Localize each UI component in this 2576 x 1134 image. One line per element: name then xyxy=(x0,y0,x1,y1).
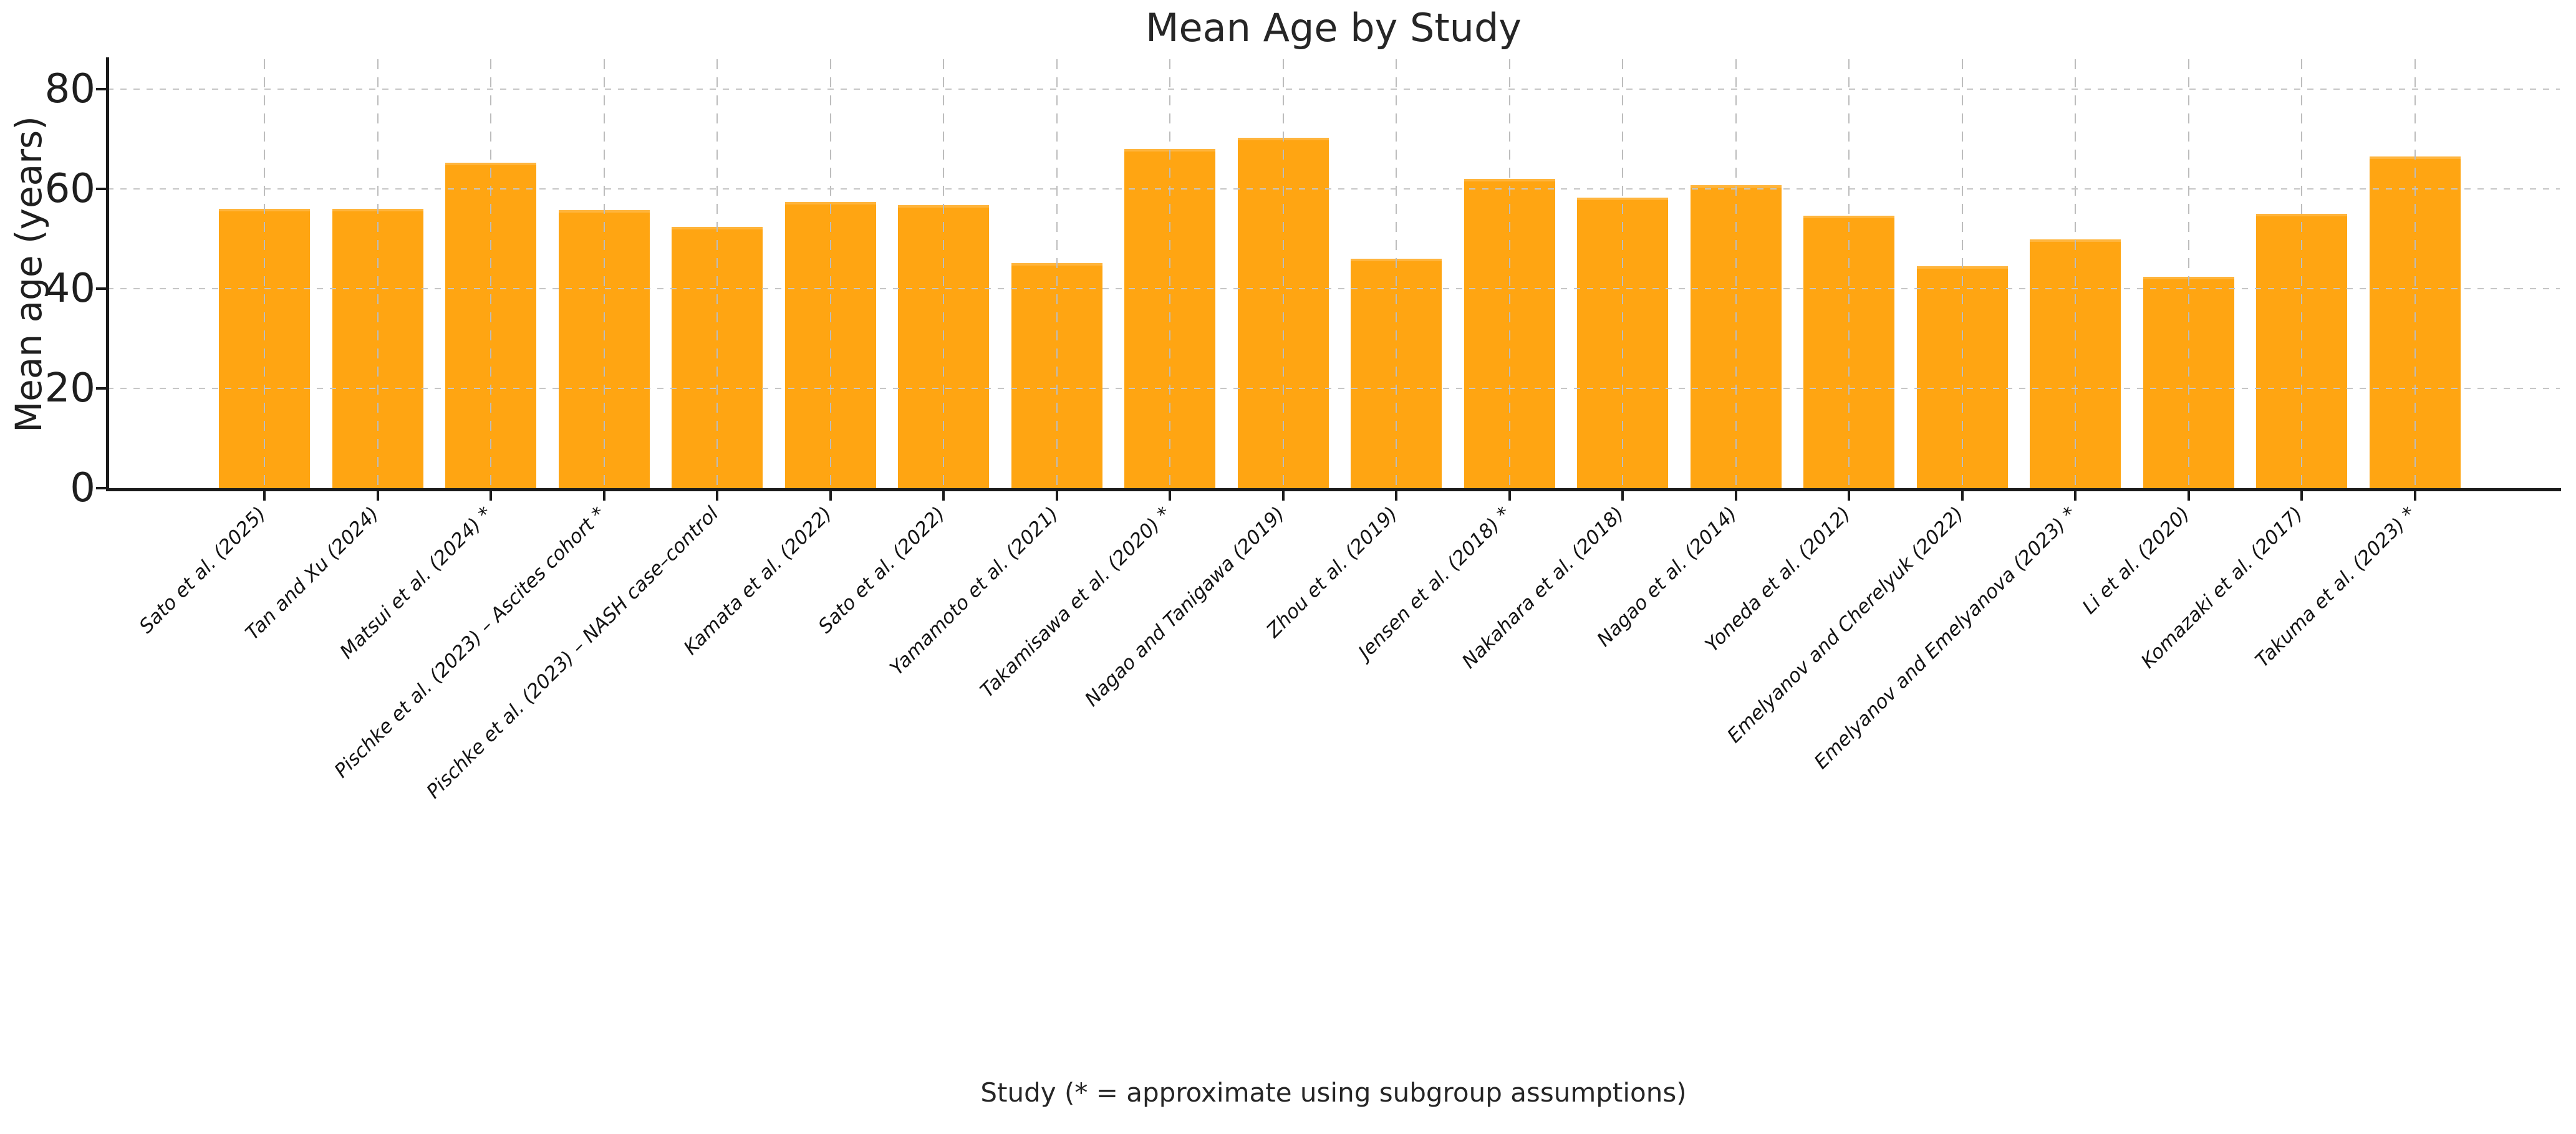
x-tick-mark xyxy=(1169,491,1171,501)
y-tick-mark xyxy=(96,387,106,390)
x-tick-mark xyxy=(376,491,379,501)
vertical-gridline xyxy=(2188,59,2189,488)
y-tick-label: 80 xyxy=(44,66,95,112)
x-tick-mark xyxy=(1055,491,1058,501)
vertical-gridline xyxy=(1396,59,1397,488)
horizontal-gridline xyxy=(107,89,2560,90)
x-tick-label: Takamisawa et al. (2020) * xyxy=(976,502,1176,703)
vertical-gridline xyxy=(603,59,605,488)
y-axis-spine xyxy=(106,57,109,491)
vertical-gridline xyxy=(2414,59,2416,488)
x-tick-mark xyxy=(942,491,945,501)
vertical-gridline xyxy=(1056,59,1058,488)
horizontal-gridline xyxy=(107,288,2560,289)
x-tick-mark xyxy=(1961,491,1964,501)
x-tick-mark xyxy=(2300,491,2303,501)
chart-title: Mean Age by Study xyxy=(1145,5,1522,50)
x-tick-mark xyxy=(716,491,718,501)
y-tick-label: 40 xyxy=(44,266,95,312)
vertical-gridline xyxy=(943,59,944,488)
x-tick-mark xyxy=(263,491,266,501)
vertical-gridline xyxy=(829,59,831,488)
x-axis-label: Study (* = approximate using subgroup as… xyxy=(980,1077,1687,1108)
x-tick-label: Sato et al. (2025) xyxy=(135,502,271,638)
x-tick-label: Emelyanov and Cherelyuk (2022) xyxy=(1723,502,1968,747)
x-tick-mark xyxy=(1734,491,1737,501)
x-tick-mark xyxy=(1508,491,1511,501)
y-tick-mark xyxy=(96,188,106,190)
vertical-gridline xyxy=(1961,59,1963,488)
vertical-gridline xyxy=(264,59,265,488)
x-axis-spine xyxy=(106,488,2561,491)
x-tick-mark xyxy=(829,491,832,501)
horizontal-gridline xyxy=(107,188,2560,190)
plot-area xyxy=(107,59,2560,488)
vertical-gridline xyxy=(1282,59,1284,488)
x-tick-mark xyxy=(602,491,605,501)
vertical-gridline xyxy=(2301,59,2302,488)
y-tick-label: 20 xyxy=(44,365,95,411)
x-tick-mark xyxy=(1848,491,1850,501)
vertical-gridline xyxy=(1508,59,1510,488)
y-tick-mark xyxy=(96,287,106,290)
x-tick-mark xyxy=(490,491,492,501)
vertical-gridline xyxy=(377,59,379,488)
horizontal-gridline xyxy=(107,388,2560,389)
x-tick-label: Nagao and Tanigawa (2019) xyxy=(1080,502,1289,711)
vertical-gridline xyxy=(1848,59,1850,488)
vertical-gridline xyxy=(2075,59,2076,488)
x-tick-mark xyxy=(1621,491,1624,501)
vertical-gridline xyxy=(716,59,718,488)
x-tick-mark xyxy=(1395,491,1397,501)
vertical-gridline xyxy=(1169,59,1170,488)
x-tick-mark xyxy=(2074,491,2077,501)
x-tick-label: Sato et al. (2022) xyxy=(814,502,950,638)
x-tick-mark xyxy=(2413,491,2416,501)
y-tick-label: 60 xyxy=(44,166,95,212)
x-tick-label: Emelyanov and Emelyanova (2023) * xyxy=(1810,502,2082,774)
y-tick-mark xyxy=(96,487,106,489)
x-tick-mark xyxy=(1281,491,1285,501)
vertical-gridline xyxy=(1735,59,1737,488)
x-tick-mark xyxy=(2187,491,2190,501)
y-tick-mark xyxy=(96,88,106,90)
y-tick-label: 0 xyxy=(70,465,95,511)
x-tick-label: Li et al. (2020) xyxy=(2078,502,2194,619)
vertical-gridline xyxy=(490,59,491,488)
vertical-gridline xyxy=(1622,59,1623,488)
